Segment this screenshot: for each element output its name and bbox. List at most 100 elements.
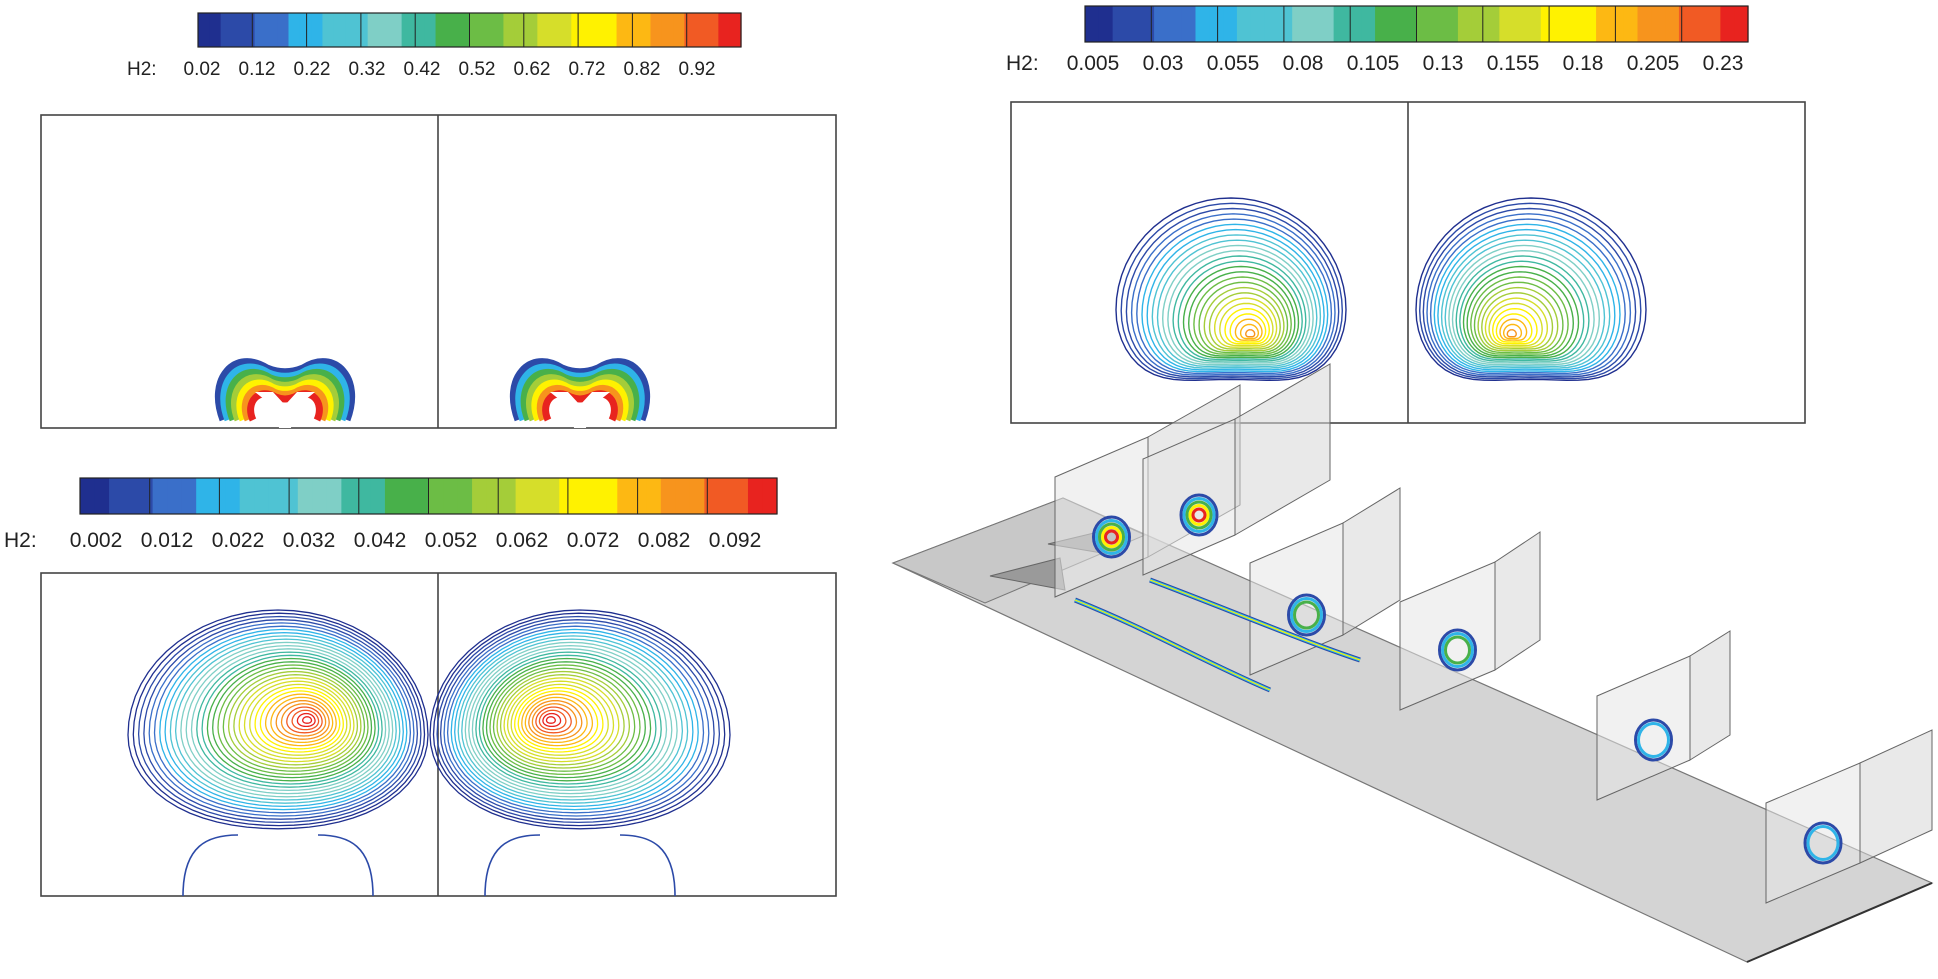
contour-band	[536, 384, 624, 422]
colorbar-top-right-strip	[1084, 5, 1749, 43]
contour-line	[1459, 260, 1585, 361]
colorbar-segment	[1402, 6, 1418, 42]
contour-line	[1429, 218, 1626, 374]
colorbar-segment	[254, 478, 270, 514]
contour-line	[1234, 318, 1263, 341]
colorbar-segment	[582, 13, 595, 47]
colorbar-segment	[602, 478, 618, 514]
contour-line	[1499, 318, 1528, 341]
colorbar-segment	[1734, 6, 1749, 42]
tick-label: 0.52	[459, 59, 496, 80]
colorbar-segment	[109, 478, 125, 514]
slice-contour	[1179, 493, 1219, 537]
colorbar-segment	[673, 13, 686, 47]
tick-label: 0.155	[1487, 52, 1540, 75]
contour-line	[148, 622, 415, 817]
streamwise-jets	[1074, 577, 1361, 693]
contour-line	[1115, 197, 1347, 382]
colorbar-segment	[1665, 6, 1680, 42]
jet-core	[1074, 599, 1271, 691]
colorbar-segment	[1471, 6, 1487, 42]
plume-upper-right-b	[1415, 197, 1647, 382]
contour-line	[1224, 308, 1271, 345]
colorbar-segment	[1706, 6, 1721, 42]
colorbar-bottom-left: H2: 0.002 0.012 0.022 0.032 0.042 0.052 …	[4, 477, 778, 552]
slice-contour	[1188, 504, 1210, 526]
tick-label: 0.092	[709, 529, 762, 552]
slice-contour	[1287, 593, 1326, 637]
colorbar-segment	[322, 13, 335, 47]
contour-line	[1146, 228, 1325, 371]
colorbar-segment	[1223, 6, 1238, 42]
colorbar-segment	[1430, 6, 1445, 42]
colorbar-segment	[1278, 6, 1293, 42]
contour-line	[1193, 276, 1292, 355]
jet-core	[1149, 579, 1361, 661]
contour-line	[233, 674, 359, 766]
contour-line	[1187, 271, 1296, 357]
contour-line	[185, 644, 390, 795]
duct-slice-panel	[1234, 363, 1331, 536]
colorbar-segment	[1361, 6, 1376, 42]
contour-line	[127, 609, 429, 830]
colorbar-segment	[605, 13, 618, 47]
colorbar-segment	[198, 13, 210, 47]
colorbar-segment	[1582, 6, 1597, 42]
tick-label: 0.002	[70, 529, 123, 552]
lower-left-cross-section	[40, 572, 837, 897]
contour-line	[254, 686, 344, 753]
contour-line	[1470, 276, 1569, 355]
contour-line	[1437, 228, 1616, 371]
colorbar-segment	[684, 13, 697, 47]
tick-label: 0.205	[1627, 52, 1680, 75]
contour-line	[280, 703, 327, 737]
contour-line	[538, 709, 567, 731]
colorbar-segment	[1181, 6, 1197, 42]
slice-contour	[1438, 628, 1477, 672]
colorbar-segment	[265, 13, 278, 47]
colorbar-segment	[401, 13, 414, 47]
colorbar-segment	[530, 478, 546, 514]
contour-line	[436, 615, 721, 824]
duct-slice-panel	[1689, 630, 1731, 761]
contour-line	[1172, 255, 1307, 362]
contour-line	[296, 712, 316, 728]
contour-line	[174, 638, 397, 801]
colorbar-segment	[428, 478, 444, 514]
colorbar-segment	[707, 13, 719, 47]
slice-contour	[1185, 500, 1213, 530]
colorbar-segment	[1236, 6, 1252, 42]
contour-line	[524, 696, 588, 744]
colorbar-segment	[1540, 6, 1556, 42]
colorbar-segment	[1499, 6, 1514, 42]
colorbar-segment	[560, 13, 572, 47]
contour-band	[225, 368, 345, 422]
colorbar-segment	[1098, 6, 1114, 42]
tick-label: 0.13	[1423, 52, 1464, 75]
colorbar-bottom-left-label: H2:	[4, 529, 37, 552]
colorbar-segment	[1195, 6, 1210, 42]
contour-line	[492, 667, 636, 772]
upper-left-cross-section	[40, 114, 837, 429]
contour-band	[247, 390, 323, 422]
colorbar-top-left-strip	[197, 12, 742, 48]
contour-line	[499, 674, 625, 766]
contour-line	[503, 677, 620, 763]
colorbar-segment	[1457, 6, 1473, 42]
colorbar-segment	[472, 478, 488, 514]
contour-line	[259, 690, 341, 750]
contour-line	[450, 628, 699, 811]
colorbar-segment	[593, 13, 606, 47]
contour-line	[243, 680, 352, 760]
colorbar-segment	[345, 13, 357, 47]
contour-line	[464, 641, 678, 798]
contour-line	[1245, 329, 1256, 338]
colorbar-segment	[167, 478, 183, 514]
contour-line	[1451, 250, 1595, 364]
colorbar-segment	[268, 478, 284, 514]
slice-contour	[1095, 519, 1128, 555]
colorbar-segment	[544, 478, 560, 514]
colorbar-segment	[537, 13, 550, 47]
contour-line	[1239, 323, 1260, 340]
colorbar-segment	[299, 13, 312, 47]
